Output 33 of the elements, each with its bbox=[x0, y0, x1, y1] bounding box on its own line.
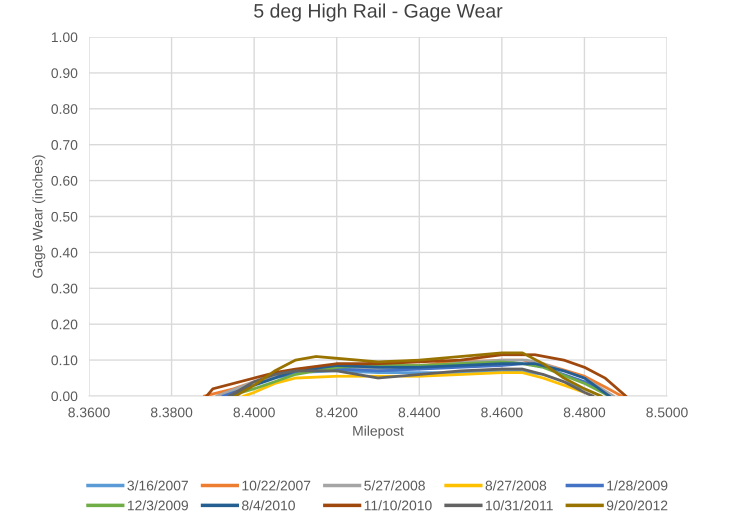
y-axis-title: Gage Wear (inches) bbox=[32, 155, 46, 278]
x-tick-label: 8.3800 bbox=[150, 407, 192, 418]
y-tick-label: 0.50 bbox=[51, 212, 78, 222]
x-tick-label: 8.4600 bbox=[481, 407, 523, 418]
y-tick-label: 0.80 bbox=[51, 104, 78, 114]
x-tick-label: 8.4200 bbox=[316, 407, 358, 418]
legend-label: 5/27/2008 bbox=[364, 480, 425, 490]
x-tick-label: 8.4000 bbox=[234, 407, 275, 418]
y-tick-label: 0.40 bbox=[51, 248, 78, 258]
legend-label: 10/31/2011 bbox=[486, 500, 553, 510]
chart-title: 5 deg High Rail - Gage Wear bbox=[254, 3, 502, 22]
legend-label: 12/3/2009 bbox=[128, 500, 188, 510]
y-tick-label: 0.30 bbox=[51, 284, 78, 294]
x-tick-label: 8.4400 bbox=[398, 407, 440, 418]
x-axis-title: Milepost bbox=[353, 426, 404, 439]
x-tick-label: 8.5000 bbox=[646, 407, 688, 418]
y-tick-label: 0.70 bbox=[51, 140, 78, 150]
legend-label: 8/4/2010 bbox=[242, 500, 295, 510]
legend-label: 1/28/2009 bbox=[607, 480, 668, 490]
y-tick-label: 0.90 bbox=[51, 68, 78, 78]
legend-label: 11/10/2010 bbox=[364, 500, 432, 510]
y-tick-label: 0.00 bbox=[51, 391, 78, 402]
x-tick-label: 8.3600 bbox=[68, 407, 110, 418]
y-tick-label: 0.60 bbox=[51, 176, 78, 186]
y-tick-label: 0.10 bbox=[51, 355, 78, 366]
y-tick-label: 1.00 bbox=[52, 32, 78, 42]
y-tick-label: 0.20 bbox=[51, 320, 78, 330]
legend-label: 8/27/2008 bbox=[486, 480, 546, 490]
legend-label: 3/16/2007 bbox=[127, 480, 188, 490]
line-series bbox=[234, 352, 602, 396]
legend-label: 10/22/2007 bbox=[242, 480, 310, 490]
x-tick-label: 8.4800 bbox=[564, 407, 606, 418]
legend-label: 9/20/2012 bbox=[606, 500, 668, 510]
